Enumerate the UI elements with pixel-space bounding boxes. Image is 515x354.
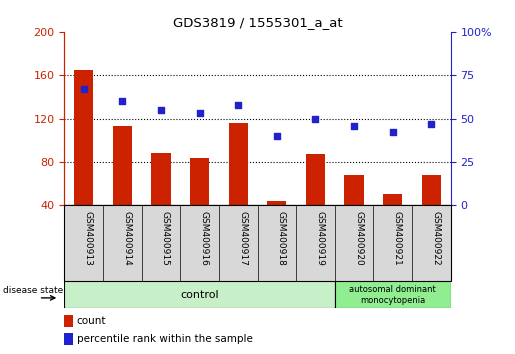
Point <box>157 107 165 113</box>
Point <box>273 133 281 139</box>
Bar <box>113 126 132 205</box>
Bar <box>74 70 93 205</box>
Text: GSM400918: GSM400918 <box>277 211 286 266</box>
Bar <box>64 333 73 345</box>
Text: GSM400920: GSM400920 <box>354 211 363 266</box>
Text: GSM400919: GSM400919 <box>315 211 324 266</box>
Text: disease state: disease state <box>3 286 63 295</box>
Point <box>234 102 242 108</box>
Text: GSM400921: GSM400921 <box>392 211 402 266</box>
Point <box>427 121 435 127</box>
Bar <box>383 194 402 205</box>
Text: autosomal dominant
monocytopenia: autosomal dominant monocytopenia <box>349 285 436 305</box>
Bar <box>267 201 286 205</box>
Bar <box>306 154 325 205</box>
Text: GSM400915: GSM400915 <box>161 211 170 266</box>
Point <box>388 130 397 135</box>
Text: GSM400917: GSM400917 <box>238 211 247 266</box>
Bar <box>422 175 441 205</box>
Text: percentile rank within the sample: percentile rank within the sample <box>77 334 253 344</box>
Point <box>350 123 358 129</box>
Text: GSM400914: GSM400914 <box>123 211 131 266</box>
Bar <box>335 281 451 308</box>
Point <box>118 98 127 104</box>
Bar <box>229 123 248 205</box>
Bar <box>190 158 209 205</box>
Point <box>196 110 204 116</box>
Title: GDS3819 / 1555301_a_at: GDS3819 / 1555301_a_at <box>173 16 342 29</box>
Text: GSM400913: GSM400913 <box>83 211 93 266</box>
Text: control: control <box>180 290 219 300</box>
Bar <box>345 175 364 205</box>
Bar <box>151 153 170 205</box>
Bar <box>64 315 73 327</box>
Point <box>311 116 319 121</box>
Text: GSM400922: GSM400922 <box>431 211 440 266</box>
Point <box>79 86 88 92</box>
Text: count: count <box>77 316 106 326</box>
Text: GSM400916: GSM400916 <box>200 211 209 266</box>
Bar <box>64 281 335 308</box>
